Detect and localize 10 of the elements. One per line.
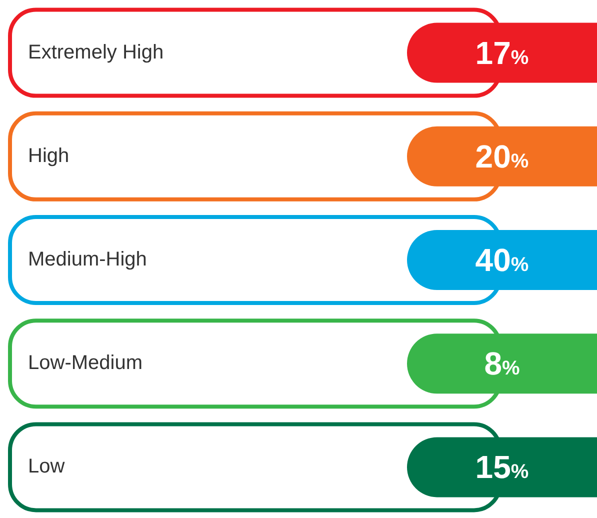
data-label: 17% xyxy=(475,34,529,71)
data-label: 20% xyxy=(475,138,529,174)
data-label: 8% xyxy=(484,346,520,382)
category-label: Medium-High xyxy=(28,248,147,271)
category-label: Extremely High xyxy=(28,41,164,64)
category-label: Low xyxy=(28,456,66,478)
category-label: Low-Medium xyxy=(28,352,142,374)
data-label: 15% xyxy=(475,449,529,486)
category-label: High xyxy=(28,144,70,167)
data-label: 40% xyxy=(475,242,529,278)
